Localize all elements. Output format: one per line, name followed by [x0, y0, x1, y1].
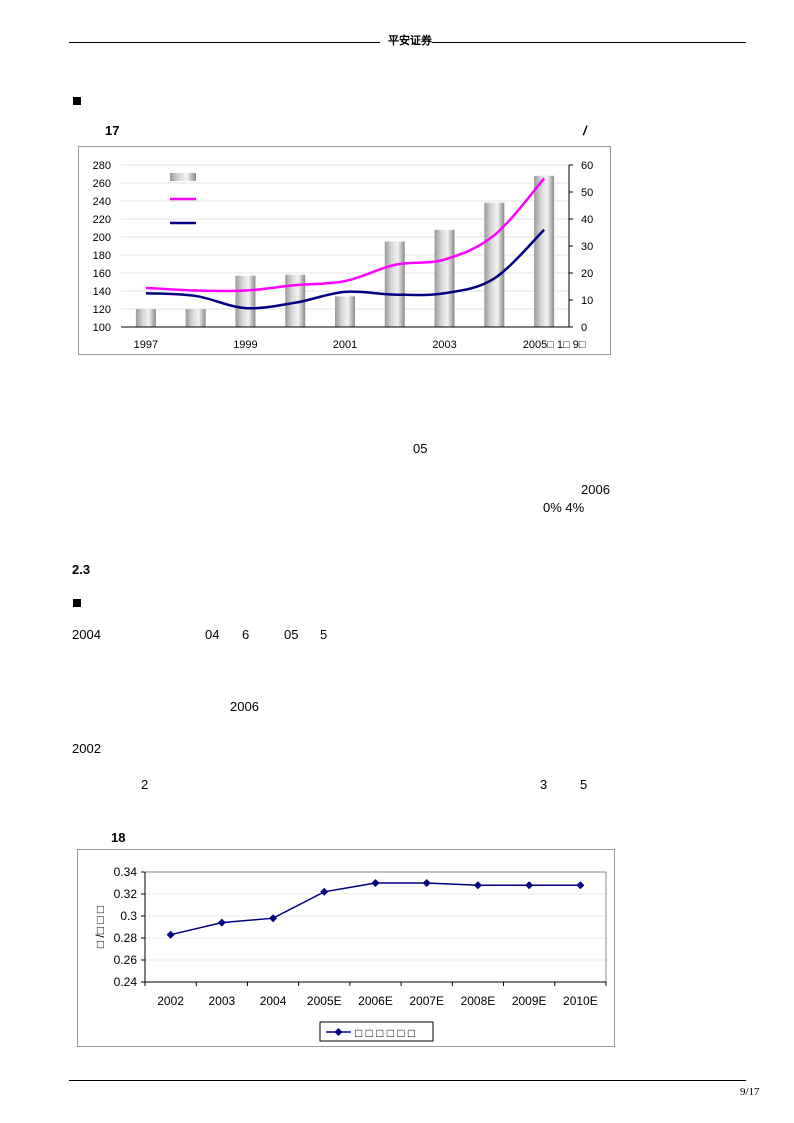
page-number: 9/17	[740, 1086, 760, 1098]
footer-rule	[69, 1080, 746, 1081]
figure-17-unit-mark: /	[583, 123, 587, 138]
text-2: 2	[141, 777, 149, 792]
text-04: 04	[205, 627, 220, 642]
y-right-tick-label: 60	[581, 160, 593, 172]
x-tick-label: 1999	[233, 339, 257, 351]
header-rule-left	[69, 42, 380, 43]
bullet-square	[73, 599, 81, 607]
y-tick-label: 0.34	[114, 865, 138, 879]
x-tick-label: 2005□ 1□ 9□	[523, 339, 586, 351]
y-left-tick-label: 280	[93, 160, 111, 172]
y-right-tick-label: 0	[581, 322, 587, 334]
legend-diamond	[334, 1028, 343, 1036]
series-line	[145, 177, 546, 293]
data-point-diamond	[269, 914, 278, 923]
y-left-tick-label: 100	[93, 322, 111, 334]
data-point-diamond	[422, 879, 431, 887]
header-brand: 平安证券	[388, 35, 432, 47]
text-3: 3	[540, 777, 548, 792]
y-right-tick-label: 20	[581, 268, 593, 280]
legend-label: □ □ □ □ □ □	[355, 1026, 415, 1040]
bar	[484, 202, 505, 327]
y-left-tick-label: 120	[93, 304, 111, 316]
text-2004: 2004	[72, 627, 101, 642]
text-6: 6	[242, 627, 250, 642]
x-tick-label: 1997	[134, 339, 158, 351]
figure-18-number: 18	[111, 830, 126, 845]
bar	[185, 309, 206, 327]
text-2006b: 2006	[230, 699, 259, 714]
figure-17-svg: 100 120 140 160 180 200 220 240 260 280 0 10 20 30 40 5…	[93, 160, 594, 351]
data-point-diamond	[525, 881, 534, 890]
y-left-tick-label: 260	[93, 178, 111, 190]
bar	[434, 229, 455, 327]
x-tick-label: 2010E	[563, 994, 598, 1008]
header-rule-right	[432, 42, 746, 43]
y-right-tick-label: 50	[581, 187, 593, 199]
y-right-tick-label: 40	[581, 214, 593, 226]
bar	[285, 274, 306, 327]
data-point-diamond	[473, 881, 482, 890]
y-left-tick-label: 160	[93, 268, 111, 280]
x-tick-label: 2009E	[512, 994, 547, 1008]
x-tick-label: 2001	[333, 339, 357, 351]
y-left-tick-label: 180	[93, 250, 111, 262]
legend-bar-swatch	[170, 173, 196, 181]
bar	[235, 275, 256, 327]
bar	[135, 309, 156, 327]
y-left-tick-label: 140	[93, 286, 111, 298]
plot-frame	[144, 871, 607, 983]
data-point-diamond	[166, 930, 175, 939]
series-line	[145, 228, 545, 310]
series-line	[170, 882, 581, 936]
section-heading: 2.3	[72, 562, 91, 577]
text-05: 05	[413, 441, 428, 456]
y-right-tick-label: 30	[581, 241, 593, 253]
text-05b: 05	[284, 627, 299, 642]
y-left-tick-label: 240	[93, 196, 111, 208]
bar	[384, 241, 405, 327]
text-5a: 5	[320, 627, 328, 642]
y-tick-label: 0.24	[114, 975, 138, 989]
figure-18-chart: 0.24 0.26 0.28 0.3 0.32 0.34 2002 2003 2004 2005E…	[77, 849, 615, 1047]
x-tick-label: 2002	[157, 994, 184, 1008]
y-right-tick-label: 10	[581, 295, 593, 307]
y-axis-label: □ /□ □ □	[93, 906, 107, 948]
bullet-square	[73, 97, 81, 105]
bar	[534, 175, 555, 327]
x-tick-label: 2008E	[461, 994, 496, 1008]
x-tick-label: 2003	[432, 339, 456, 351]
text-2006a: 2006	[581, 482, 610, 497]
x-tick-label: 2006E	[358, 994, 393, 1008]
figure-17-number: 17	[105, 123, 120, 138]
y-tick-label: 0.3	[120, 909, 137, 923]
y-left-tick-label: 220	[93, 214, 111, 226]
figure-18-svg: 0.24 0.26 0.28 0.3 0.32 0.34 2002 2003 2004 2005E…	[93, 865, 607, 1042]
text-5b: 5	[580, 777, 588, 792]
data-point-diamond	[576, 881, 585, 890]
data-point-diamond	[320, 887, 329, 896]
text-2002: 2002	[72, 741, 101, 756]
text-percent: 0% 4%	[543, 500, 585, 515]
x-tick-label: 2004	[260, 994, 287, 1008]
data-point-diamond	[371, 879, 380, 887]
y-left-tick-label: 200	[93, 232, 111, 244]
x-tick-label: 2007E	[409, 994, 444, 1008]
y-tick-label: 0.26	[114, 953, 138, 967]
y-tick-label: 0.28	[114, 931, 138, 945]
legend-box	[319, 1021, 434, 1042]
data-point-diamond	[217, 918, 226, 927]
y-tick-label: 0.32	[114, 887, 138, 901]
figure-17-chart: 100 120 140 160 180 200 220 240 260 280 0 10 20 30 40 5…	[78, 146, 611, 355]
x-tick-label: 2003	[208, 994, 235, 1008]
x-tick-label: 2005E	[307, 994, 342, 1008]
bar	[335, 296, 355, 327]
